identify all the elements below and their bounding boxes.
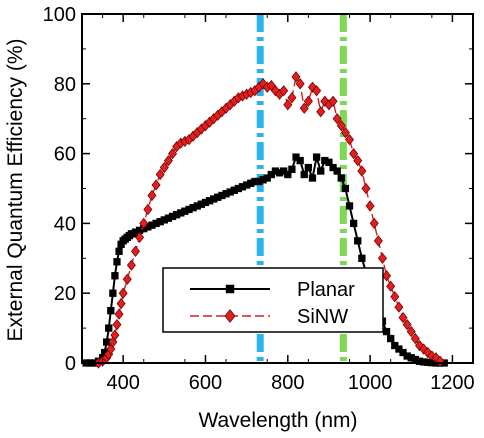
data-point-sinw (299, 102, 309, 114)
data-point-sinw (112, 318, 122, 331)
legend-label: SiNW (297, 306, 348, 328)
data-point-sinw (340, 127, 350, 139)
data-point-planar (317, 167, 325, 175)
y-tick-label: 0 (65, 353, 76, 375)
data-point-sinw (163, 154, 173, 167)
data-point-planar (304, 163, 313, 172)
data-point-sinw (139, 217, 149, 230)
legend-item-planar: Planar (190, 279, 355, 301)
data-point-sinw (312, 85, 322, 97)
data-point-sinw (287, 92, 297, 104)
data-point-planar (107, 307, 115, 315)
data-point-sinw (143, 203, 153, 216)
data-point-sinw (345, 133, 355, 146)
y-tick-label: 40 (54, 213, 76, 235)
data-point-sinw (386, 280, 396, 292)
data-point-sinw (402, 318, 412, 331)
data-point-sinw (130, 245, 141, 257)
data-point-sinw (118, 287, 128, 299)
y-tick-label: 80 (54, 74, 76, 96)
data-point-planar (325, 158, 333, 166)
data-point-sinw (349, 147, 359, 160)
y-axis-label: External Quantum Efficiency (%) (4, 38, 27, 341)
data-point-planar (115, 247, 123, 255)
data-point-sinw (291, 71, 301, 83)
x-tick-label: 800 (271, 372, 304, 394)
data-point-sinw (357, 165, 367, 177)
data-point-sinw (382, 270, 392, 282)
data-point-planar (300, 170, 308, 179)
y-tick-label: 100 (43, 4, 76, 26)
data-point-sinw (369, 217, 379, 230)
data-point-planar (358, 254, 366, 262)
data-point-sinw (155, 168, 165, 181)
data-point-sinw (406, 325, 416, 338)
data-point-sinw (332, 113, 342, 125)
data-point-sinw (116, 298, 126, 310)
data-point-planar (349, 219, 358, 228)
data-point-sinw (328, 95, 338, 107)
x-tick-label: 400 (106, 372, 139, 394)
data-point-sinw (114, 308, 124, 320)
data-point-planar (284, 170, 292, 179)
data-point-planar (105, 324, 113, 332)
data-point-planar (312, 153, 321, 161)
x-axis-label: Wavelength (nm) (198, 409, 357, 432)
data-point-planar (113, 258, 121, 266)
series-planar (82, 153, 448, 367)
data-point-planar (341, 184, 350, 193)
data-point-sinw (377, 252, 387, 264)
x-axis: 400 600 800 1000 1200 (102, 14, 475, 394)
data-point-planar (337, 174, 345, 182)
data-point-sinw (390, 291, 400, 303)
legend-marker (224, 309, 236, 323)
data-point-sinw (410, 332, 420, 345)
data-point-sinw (110, 329, 120, 341)
data-point-sinw (336, 120, 346, 132)
data-point-planar (354, 237, 362, 245)
x-tick-label: 600 (189, 372, 222, 394)
data-point-planar (387, 334, 395, 343)
data-point-sinw (135, 231, 145, 244)
legend: Planar SiNW (162, 267, 384, 333)
legend-label: Planar (297, 279, 355, 301)
legend-item-sinw: SiNW (190, 306, 348, 328)
data-point-sinw (147, 189, 157, 202)
legend-box (162, 267, 384, 333)
data-point-sinw (168, 147, 178, 160)
legend-marker (225, 284, 235, 294)
data-point-sinw (303, 95, 313, 107)
data-point-sinw (283, 99, 293, 111)
data-point-sinw (279, 85, 289, 97)
series-sinw (93, 71, 445, 369)
y-tick-label: 20 (54, 283, 76, 305)
data-point-planar (382, 327, 391, 336)
data-point-sinw (353, 154, 363, 167)
data-point-planar (308, 174, 317, 182)
data-point-sinw (126, 259, 136, 271)
data-point-sinw (373, 235, 383, 247)
data-point-sinw (151, 179, 161, 191)
data-point-sinw (316, 106, 326, 118)
x-tick-label: 1000 (348, 372, 393, 394)
data-point-planar (333, 167, 341, 175)
y-axis: 0 20 40 60 80 100 (43, 4, 473, 375)
data-point-sinw (159, 161, 169, 174)
data-point-planar (109, 289, 117, 297)
data-point-sinw (365, 200, 375, 212)
y-tick-label: 60 (54, 144, 76, 166)
data-point-planar (345, 202, 354, 210)
data-point-sinw (122, 273, 132, 285)
data-point-planar (296, 156, 304, 165)
data-point-sinw (295, 78, 305, 90)
data-point-planar (111, 272, 119, 280)
data-point-sinw (398, 311, 408, 324)
data-point-planar (288, 165, 296, 173)
x-tick-label: 1200 (430, 372, 475, 394)
data-point-sinw (394, 301, 404, 313)
data-point-sinw (361, 182, 371, 195)
